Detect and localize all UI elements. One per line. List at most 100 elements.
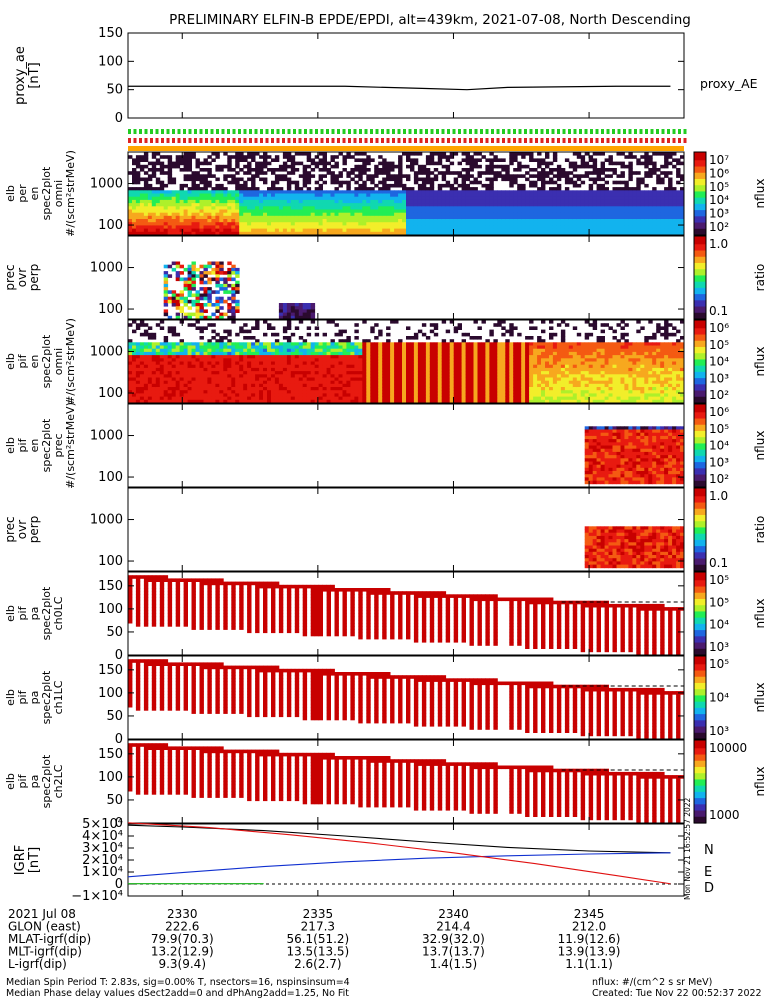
flag-mark: [540, 138, 544, 143]
heatmap-cell: [453, 219, 459, 223]
heatmap-cell: [179, 348, 184, 353]
heatmap-cell: [163, 283, 169, 288]
flag-mark: [133, 129, 137, 134]
heatmap-cell: [445, 190, 451, 194]
heatmap-cell: [410, 374, 415, 378]
heatmap-cell: [334, 231, 339, 236]
heatmap-cell: [382, 196, 387, 201]
heatmap-cell: [660, 203, 665, 207]
heatmap-cell: [298, 355, 304, 359]
heatmap-cell: [223, 177, 228, 182]
heatmap-cell: [139, 387, 145, 391]
heatmap-cell: [132, 393, 137, 397]
heatmap-cell: [656, 190, 661, 194]
heatmap-cell: [604, 228, 609, 233]
heatmap-cell: [187, 293, 192, 298]
heatmap-cell: [195, 374, 200, 378]
heatmap-cell: [402, 380, 407, 385]
heatmap-cell: [664, 161, 669, 166]
heatmap-cell: [271, 180, 276, 185]
heatmap-cell: [306, 342, 312, 346]
heatmap-cell: [362, 342, 367, 346]
heatmap-cell: [155, 355, 161, 359]
heatmap-cell: [183, 380, 188, 385]
heatmap-cell: [509, 174, 514, 178]
heatmap-cell: [310, 209, 316, 214]
heatmap-cell: [644, 228, 649, 233]
heatmap-cell: [139, 377, 145, 382]
heatmap-cell: [318, 345, 323, 350]
heatmap-cell: [239, 231, 244, 236]
heatmap-cell: [199, 329, 204, 334]
colorbar-tick-label: 0.1: [709, 304, 728, 318]
heatmap-cell: [489, 164, 494, 169]
flag-mark: [397, 129, 401, 134]
heatmap-cell: [346, 209, 351, 214]
heatmap-cell: [410, 336, 415, 340]
heatmap-cell: [461, 199, 466, 204]
heatmap-cell: [390, 183, 395, 188]
heatmap-cell: [394, 196, 399, 201]
heatmap-cell: [247, 190, 252, 194]
heatmap-cell: [286, 219, 292, 223]
heatmap-cell: [445, 231, 451, 236]
heatmap-cell: [441, 212, 447, 217]
heatmap-cell: [656, 177, 661, 182]
heatmap-cell: [255, 387, 260, 391]
heatmap-cell: [191, 364, 196, 369]
heatmap-cell: [155, 383, 161, 388]
heatmap-cell: [294, 180, 300, 185]
heatmap-cell: [632, 228, 637, 233]
heatmap-cell: [207, 387, 212, 391]
heatmap-cell: [449, 219, 455, 223]
heatmap-cell: [390, 383, 395, 388]
heatmap-cell: [282, 168, 288, 172]
heatmap-cell: [167, 393, 173, 397]
heatmap-cell: [358, 196, 363, 201]
heatmap-cell: [616, 180, 621, 185]
flag-mark: [425, 129, 428, 134]
heatmap-cell: [596, 222, 601, 226]
flag-mark: [282, 138, 285, 143]
heatmap-cell: [481, 209, 486, 214]
heatmap-cell: [533, 168, 538, 172]
heatmap-cell: [231, 348, 236, 353]
heatmap-cell: [151, 390, 157, 394]
heatmap-cell: [652, 222, 657, 226]
heatmap-cell: [175, 348, 181, 353]
heatmap-cell: [135, 158, 141, 162]
heatmap-cell: [604, 203, 609, 207]
heatmap-cell: [517, 222, 522, 226]
heatmap-cell: [545, 171, 550, 175]
heatmap-cell: [143, 348, 149, 353]
heatmap-cell: [302, 196, 308, 201]
heatmap-cell: [151, 228, 157, 233]
flag-mark: [584, 129, 588, 134]
heatmap-cell: [648, 168, 653, 172]
heatmap-cell: [128, 377, 133, 382]
heatmap-cell: [334, 358, 339, 362]
heatmap-cell: [600, 187, 605, 191]
heatmap-cell: [223, 231, 228, 236]
heatmap-cell: [191, 228, 196, 233]
heatmap-cell: [132, 209, 137, 214]
colorbar-cell: [694, 191, 706, 195]
heatmap-cell: [330, 358, 335, 362]
heatmap-cell: [147, 367, 153, 372]
heatmap-cell: [247, 152, 252, 156]
heatmap-cell: [286, 183, 292, 188]
heatmap-cell: [203, 396, 208, 401]
colorbar-cell: [694, 189, 706, 193]
heatmap-cell: [592, 161, 598, 166]
heatmap-cell: [552, 231, 558, 236]
heatmap-cell: [664, 228, 669, 233]
heatmap-cell: [306, 164, 312, 169]
heatmap-cell: [139, 164, 145, 169]
heatmap-cell: [556, 187, 562, 191]
heatmap-cell: [334, 332, 339, 337]
heatmap-cell: [203, 274, 208, 278]
heatmap-cell: [247, 383, 252, 388]
heatmap-cell: [199, 187, 204, 191]
colorbar-cell: [694, 203, 706, 207]
heatmap-cell: [429, 206, 435, 210]
